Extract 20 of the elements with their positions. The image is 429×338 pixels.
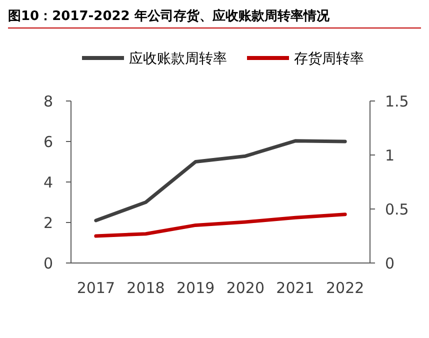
line-series — [94, 212, 347, 238]
legend-label: 存货周转率 — [294, 50, 364, 67]
legend-label: 应收账款周转率 — [129, 50, 227, 67]
x-tick-label: 2022 — [326, 279, 364, 297]
y-tick-label: 8 — [43, 92, 53, 110]
y2-tick-label: 1.5 — [385, 92, 409, 110]
y-tick-label: 4 — [43, 173, 53, 192]
x-tick-label: 2021 — [276, 279, 314, 297]
y2-tick-label: 0.5 — [385, 200, 409, 218]
line-series — [94, 139, 347, 222]
chart-title: 图10：2017-2022 年公司存货、应收账款周转率情况 — [8, 8, 330, 24]
y2-tick-label: 1 — [385, 146, 395, 164]
y-tick-label: 6 — [43, 132, 53, 151]
x-tick-label: 2020 — [226, 279, 265, 297]
y2-tick-label: 0 — [385, 254, 395, 272]
x-tick-label: 2018 — [126, 279, 165, 297]
x-tick-label: 2019 — [176, 279, 215, 297]
y-tick-label: 0 — [43, 254, 53, 272]
x-tick-label: 2017 — [76, 279, 116, 297]
y-tick-label: 2 — [43, 214, 53, 232]
